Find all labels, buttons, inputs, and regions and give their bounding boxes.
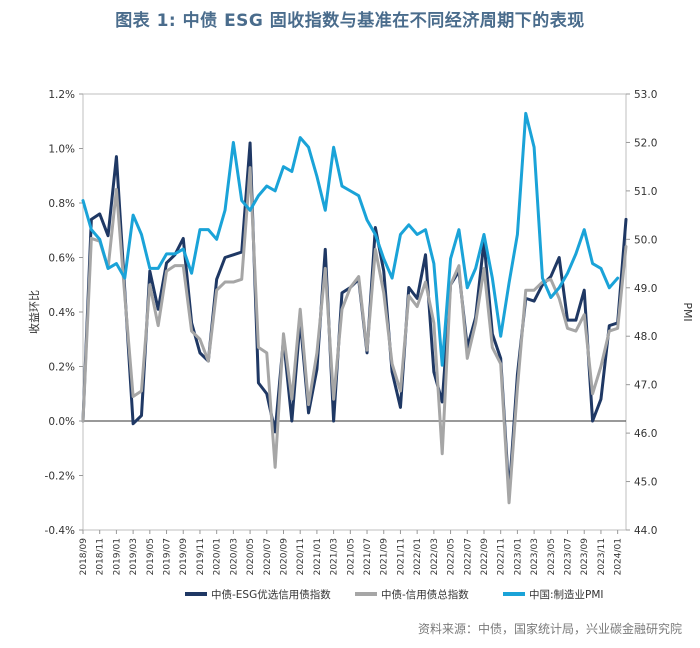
left-tick-label: 0.2%	[48, 362, 75, 374]
x-tick-label: 2021/09	[380, 538, 390, 576]
x-tick-label: 2018/11	[96, 538, 106, 575]
x-tick-label: 2019/05	[146, 538, 156, 575]
chart-title: 图表 1: 中债 ESG 固收指数与基准在不同经济周期下的表现	[115, 11, 585, 31]
x-tick-label: 2021/07	[363, 538, 373, 575]
x-tick-label: 2019/09	[179, 538, 189, 576]
left-tick-label: 0.8%	[48, 198, 75, 210]
legend-label-1: 中债-ESG优选信用债指数	[211, 588, 331, 601]
right-tick-label: 44.0	[634, 525, 657, 537]
left-tick-label: 1.2%	[48, 89, 75, 101]
left-tick-label: 0.0%	[48, 416, 75, 428]
right-tick-label: 53.0	[634, 89, 657, 101]
right-tick-label: 52.0	[634, 137, 657, 149]
source-note: 资料来源：中债，国家统计局，兴业碳金融研究院	[417, 622, 682, 636]
series-line-3	[81, 111, 620, 367]
x-tick-label: 2022/01	[413, 538, 423, 575]
x-tick-label: 2021/05	[346, 538, 356, 575]
x-tick-label: 2023/07	[564, 538, 574, 575]
right-axis-title: PMI	[681, 302, 694, 321]
x-tick-label: 2019/01	[112, 538, 122, 575]
x-tick-label: 2023/03	[530, 538, 540, 575]
x-tick-label: 2023/11	[597, 538, 607, 575]
x-tick-label: 2020/07	[263, 538, 273, 575]
right-tick-label: 49.0	[634, 283, 657, 295]
x-tick-label: 2022/07	[463, 538, 473, 575]
right-tick-label: 50.0	[634, 234, 657, 246]
right-tick-label: 47.0	[634, 380, 657, 392]
right-tick-label: 51.0	[634, 186, 657, 198]
left-tick-label: 1.0%	[48, 144, 75, 156]
left-tick-label: 0.6%	[48, 253, 75, 265]
x-tick-label: 2024/01	[614, 538, 624, 575]
right-tick-label: 48.0	[634, 331, 657, 343]
x-tick-label: 2019/07	[163, 538, 173, 575]
x-tick-label: 2020/01	[213, 538, 223, 575]
x-tick-label: 2019/03	[129, 538, 139, 575]
x-tick-label: 2020/11	[296, 538, 306, 575]
plot-frame	[82, 93, 627, 531]
x-tick-label: 2023/01	[513, 538, 523, 575]
x-tick-label: 2020/05	[246, 538, 256, 575]
left-tick-label: -0.4%	[45, 525, 75, 537]
x-tick-label: 2022/09	[480, 538, 490, 576]
x-tick-label: 2021/03	[330, 538, 340, 575]
x-tick-label: 2019/11	[196, 538, 206, 575]
x-tick-label: 2022/05	[447, 538, 457, 575]
series-line-2	[81, 166, 628, 505]
right-tick-label: 46.0	[634, 428, 657, 440]
legend-label-3: 中国:制造业PMI	[529, 588, 604, 601]
x-tick-label: 2020/09	[279, 538, 289, 576]
x-tick-label: 2018/09	[79, 538, 89, 576]
left-tick-label: -0.2%	[45, 471, 75, 483]
right-tick-label: 45.0	[634, 477, 657, 489]
left-tick-label: 0.4%	[48, 307, 75, 319]
x-tick-label: 2020/03	[229, 538, 239, 575]
left-axis-title: 收益环比	[27, 290, 41, 334]
x-tick-label: 2021/11	[396, 538, 406, 575]
x-tick-label: 2023/05	[547, 538, 557, 575]
x-tick-label: 2023/09	[580, 538, 590, 576]
series-line-1	[81, 141, 628, 497]
x-tick-label: 2022/03	[430, 538, 440, 575]
legend-label-2: 中债-信用债总指数	[381, 588, 469, 601]
x-tick-label: 2021/01	[313, 538, 323, 575]
x-tick-label: 2022/11	[497, 538, 507, 575]
